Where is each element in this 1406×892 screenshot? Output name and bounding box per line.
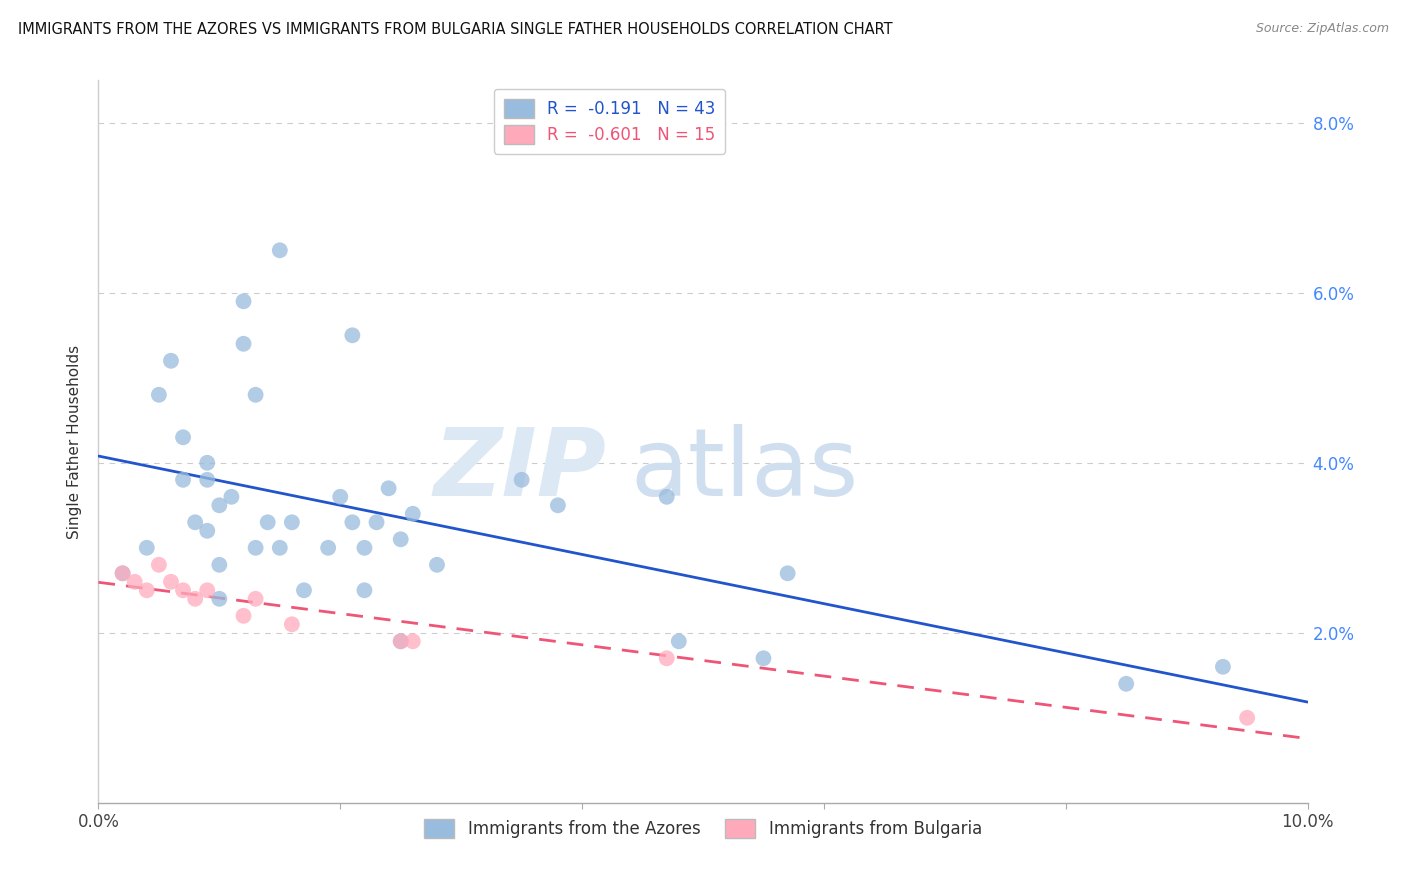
Point	[510, 473, 533, 487]
Point	[160, 574, 183, 589]
Point	[172, 430, 194, 444]
Point	[353, 583, 375, 598]
Point	[148, 388, 170, 402]
Point	[281, 516, 304, 530]
Point	[366, 516, 388, 530]
Point	[389, 533, 412, 547]
Point	[256, 516, 278, 530]
Point	[195, 524, 218, 538]
Point	[195, 473, 218, 487]
Point	[655, 651, 678, 665]
Point	[160, 353, 183, 368]
Point	[245, 541, 267, 555]
Point	[292, 583, 315, 598]
Point	[135, 583, 157, 598]
Point	[172, 473, 194, 487]
Point	[377, 481, 399, 495]
Point	[668, 634, 690, 648]
Point	[426, 558, 449, 572]
Text: IMMIGRANTS FROM THE AZORES VS IMMIGRANTS FROM BULGARIA SINGLE FATHER HOUSEHOLDS : IMMIGRANTS FROM THE AZORES VS IMMIGRANTS…	[18, 22, 893, 37]
Point	[172, 583, 194, 598]
Point	[402, 507, 425, 521]
Point	[111, 566, 134, 581]
Point	[389, 634, 412, 648]
Point	[232, 294, 254, 309]
Point	[316, 541, 339, 555]
Text: Source: ZipAtlas.com: Source: ZipAtlas.com	[1256, 22, 1389, 36]
Point	[269, 541, 291, 555]
Point	[547, 498, 569, 512]
Point	[1236, 711, 1258, 725]
Point	[148, 558, 170, 572]
Point	[221, 490, 243, 504]
Point	[208, 498, 231, 512]
Point	[281, 617, 304, 632]
Point	[195, 583, 218, 598]
Text: ZIP: ZIP	[433, 425, 606, 516]
Point	[184, 516, 207, 530]
Point	[232, 336, 254, 351]
Point	[269, 244, 291, 258]
Point	[1115, 677, 1137, 691]
Legend: Immigrants from the Azores, Immigrants from Bulgaria: Immigrants from the Azores, Immigrants f…	[418, 813, 988, 845]
Text: atlas: atlas	[630, 425, 859, 516]
Point	[329, 490, 352, 504]
Point	[195, 456, 218, 470]
Point	[135, 541, 157, 555]
Point	[342, 516, 364, 530]
Point	[124, 574, 146, 589]
Point	[232, 608, 254, 623]
Y-axis label: Single Father Households: Single Father Households	[67, 344, 83, 539]
Point	[208, 591, 231, 606]
Point	[184, 591, 207, 606]
Point	[1212, 660, 1234, 674]
Point	[402, 634, 425, 648]
Point	[752, 651, 775, 665]
Point	[655, 490, 678, 504]
Point	[353, 541, 375, 555]
Point	[342, 328, 364, 343]
Point	[111, 566, 134, 581]
Point	[208, 558, 231, 572]
Point	[776, 566, 799, 581]
Point	[389, 634, 412, 648]
Point	[245, 388, 267, 402]
Point	[245, 591, 267, 606]
